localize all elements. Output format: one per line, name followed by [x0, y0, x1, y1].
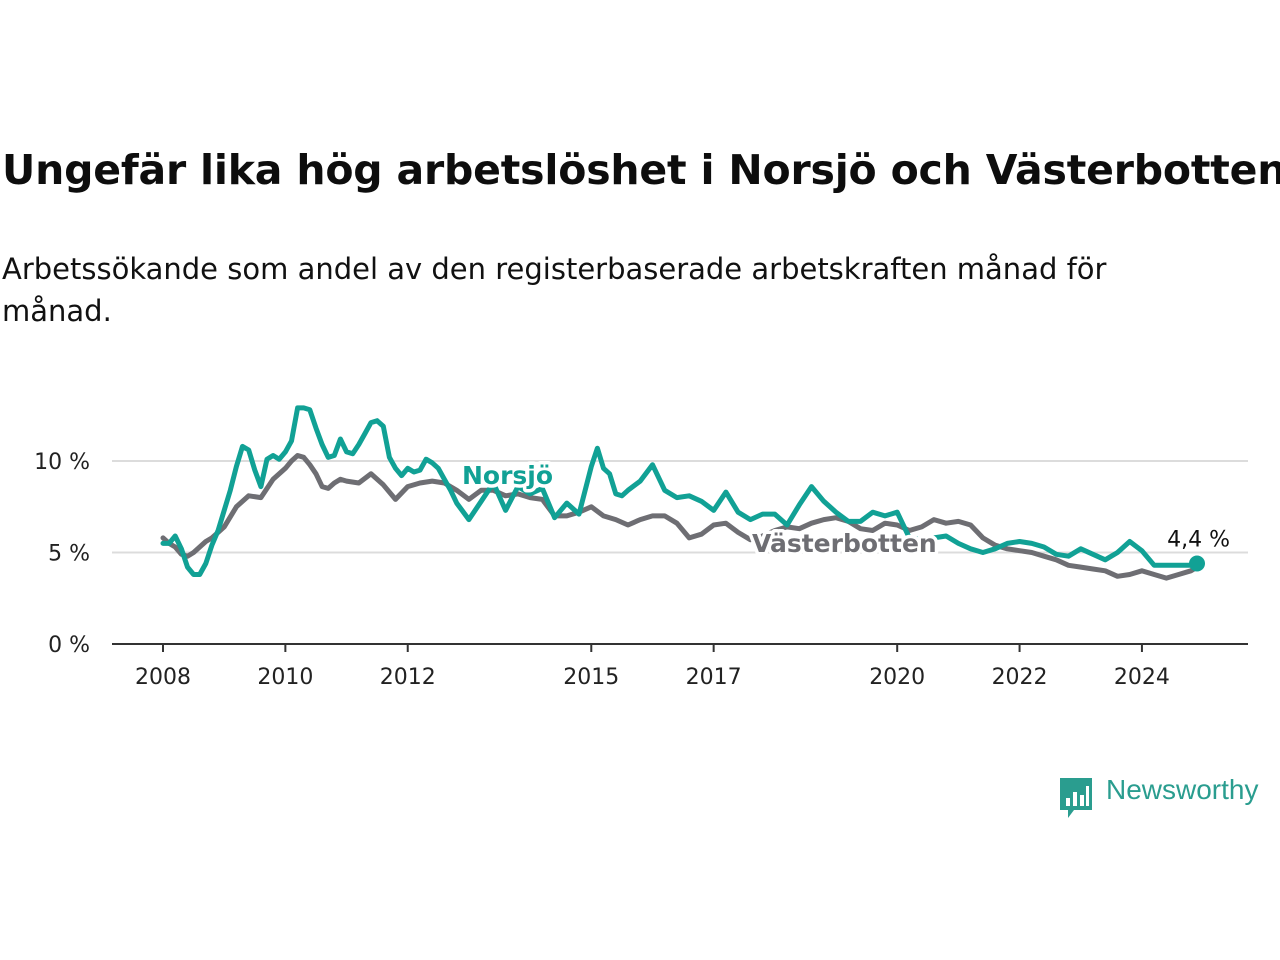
- y-axis-ticks: 0 % 5 % 10 %: [34, 450, 90, 658]
- series-labels: Norsjö Västerbotten 4,4 %: [459, 458, 1233, 562]
- newsworthy-logo-icon: [1060, 778, 1092, 818]
- newsworthy-logo: Newsworthy: [1058, 772, 1278, 818]
- x-tick-label: 2010: [257, 665, 313, 690]
- x-tick-label: 2015: [563, 665, 619, 690]
- series-line-v-sterbotten: [160, 453, 1200, 581]
- x-axis-ticks: 2008 2010 2012 2015 2017 2020 2022 2024: [135, 644, 1170, 690]
- x-tick-label: 2017: [686, 665, 742, 690]
- series-label-norsjo: Norsjö: [462, 461, 553, 490]
- chart-subtitle: Arbetssökande som andel av den registerb…: [2, 252, 1107, 328]
- y-tick-label: 10 %: [34, 450, 90, 475]
- newsworthy-logo-text: Newsworthy: [1106, 774, 1259, 805]
- series-lines: [160, 405, 1205, 581]
- x-tick-label: 2020: [869, 665, 925, 690]
- series-label-vasterbotten: Västerbotten: [752, 529, 937, 558]
- y-tick-label: 0 %: [48, 633, 90, 658]
- x-tick-label: 2022: [992, 665, 1048, 690]
- x-tick-label: 2012: [380, 665, 436, 690]
- grid-lines: [112, 460, 1248, 554]
- x-tick-label: 2024: [1114, 665, 1170, 690]
- end-value-label: 4,4 %: [1167, 527, 1230, 552]
- x-tick-label: 2008: [135, 665, 191, 690]
- series-line-norsj-: [160, 405, 1200, 577]
- y-tick-label: 5 %: [48, 542, 90, 567]
- chart-title: Ungefär lika hög arbetslöshet i Norsjö o…: [2, 146, 1280, 194]
- end-point-marker: [1189, 555, 1205, 572]
